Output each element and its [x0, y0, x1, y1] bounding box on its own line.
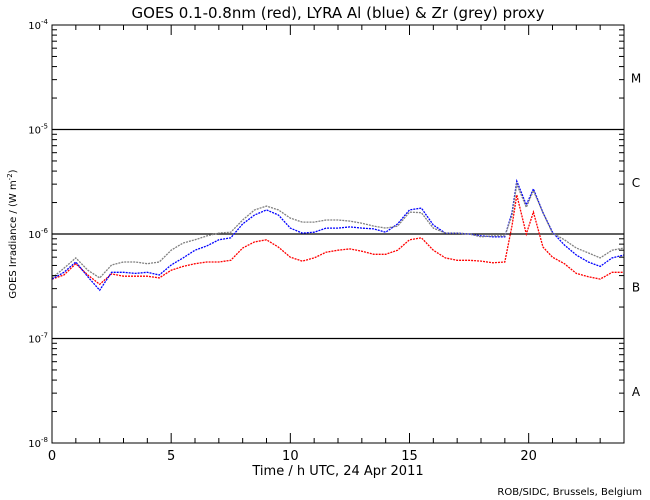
- y-tick-base: 10: [28, 230, 41, 241]
- x-tick-label: 0: [48, 449, 56, 464]
- y-tick-label: 10-8: [28, 436, 48, 450]
- axis-ticks: [51, 25, 625, 444]
- reference-lines: [52, 128, 624, 340]
- y-axis-label-end: ): [8, 169, 19, 173]
- y-tick-label: 10-4: [28, 18, 48, 32]
- y-tick-base: 10: [28, 126, 41, 137]
- y-tick-exponent: -4: [41, 18, 49, 26]
- y-tick-exponent: -8: [41, 436, 48, 444]
- y-tick-label: 10-5: [28, 123, 48, 137]
- y-axis-label-main: GOES Irradiance / (W m: [8, 180, 19, 298]
- series-line-lyra-al: [51, 178, 625, 292]
- x-tick-label: 5: [167, 449, 175, 464]
- series-group: [51, 178, 625, 292]
- chart-title: GOES 0.1-0.8nm (red), LYRA Al (blue) & Z…: [132, 4, 545, 22]
- flare-class-label-C: C: [632, 176, 640, 190]
- y-tick-base: 10: [28, 21, 41, 32]
- x-tick-label: 10: [282, 449, 299, 464]
- y-axis-label-sup: -2: [6, 173, 14, 180]
- x-tick-label: 15: [401, 449, 418, 464]
- y-axis-label: GOES Irradiance / (W m-2): [6, 169, 19, 298]
- y-tick-exponent: -6: [41, 227, 49, 235]
- y-tick-base: 10: [28, 335, 41, 346]
- y-tick-exponent: -7: [41, 332, 48, 340]
- x-tick-label: 20: [520, 449, 537, 464]
- y-tick-label: 10-6: [28, 227, 48, 241]
- flare-class-label-A: A: [632, 385, 641, 399]
- x-axis-label: Time / h UTC, 24 Apr 2011: [251, 464, 423, 479]
- credit-text: ROB/SIDC, Brussels, Belgium: [497, 487, 642, 498]
- y-tick-label: 10-7: [28, 332, 48, 346]
- flare-class-label-M: M: [631, 71, 641, 85]
- flare-class-label-B: B: [632, 280, 640, 294]
- y-tick-exponent: -5: [41, 123, 48, 131]
- y-tick-base: 10: [28, 439, 41, 450]
- series-line-lyra-zr: [51, 181, 625, 279]
- series-line-goes: [51, 194, 624, 286]
